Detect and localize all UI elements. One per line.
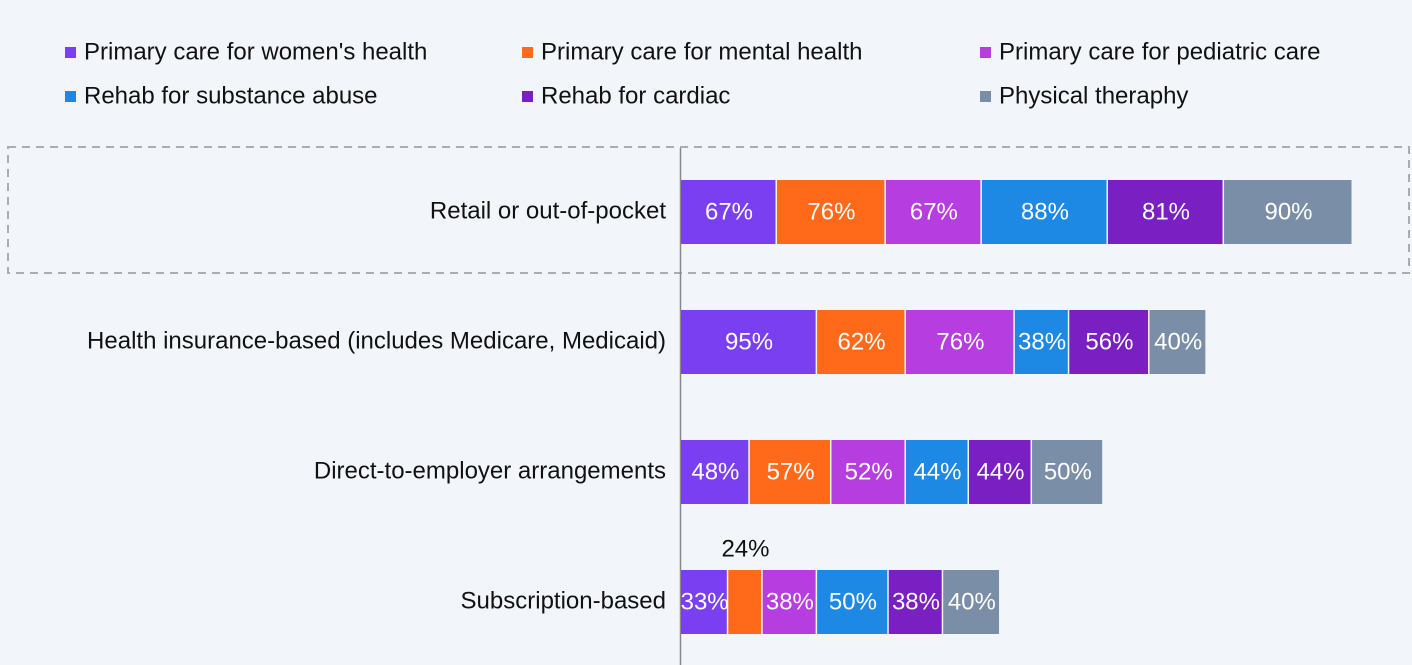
value-label: 50% <box>829 588 877 615</box>
value-label: 76% <box>936 328 984 355</box>
bar-segment <box>1149 310 1206 374</box>
bar-segment <box>969 440 1031 504</box>
bar-segment <box>1069 310 1149 374</box>
value-label: 76% <box>807 198 855 225</box>
legend-label: Rehab for substance abuse <box>84 82 378 109</box>
value-label: 48% <box>691 458 739 485</box>
value-label: 40% <box>1154 328 1202 355</box>
value-label: 67% <box>910 198 958 225</box>
bar-segment <box>885 180 981 244</box>
value-label: 81% <box>1142 198 1190 225</box>
bar-segment <box>777 180 885 244</box>
legend-label: Rehab for cardiac <box>541 82 730 109</box>
value-label: 33% <box>681 588 729 615</box>
bar-segment <box>905 310 1014 374</box>
bar-segment <box>681 180 776 244</box>
category-label: Health insurance-based (includes Medicar… <box>87 327 666 354</box>
value-label: 95% <box>725 328 773 355</box>
bar-segment <box>681 310 816 374</box>
value-label: 40% <box>948 588 996 615</box>
bar-segment <box>1014 310 1068 374</box>
value-label: 52% <box>845 458 893 485</box>
legend-swatch <box>65 91 76 102</box>
value-label: 67% <box>705 198 753 225</box>
bar-segment <box>1032 440 1103 504</box>
bar-segment <box>1107 180 1223 244</box>
category-label: Subscription-based <box>461 587 666 614</box>
legend-swatch <box>980 91 991 102</box>
value-label: 44% <box>913 458 961 485</box>
bar-segment <box>681 570 727 634</box>
bar-segment <box>749 440 830 504</box>
bar-segment <box>981 180 1107 244</box>
value-label: 50% <box>1044 458 1092 485</box>
category-label: Direct-to-employer arrangements <box>314 457 666 484</box>
value-label: 38% <box>1018 328 1066 355</box>
bar-segment <box>943 570 1000 634</box>
value-label: 24% <box>721 535 769 562</box>
bar-segment <box>762 570 816 634</box>
bar-segment <box>905 440 968 504</box>
legend-swatch <box>65 47 76 58</box>
bar-segment <box>817 570 888 634</box>
legend-label: Primary care for women's health <box>84 38 427 65</box>
highlight-box <box>7 146 1410 274</box>
bar-segment <box>681 440 749 504</box>
value-label: 62% <box>838 328 886 355</box>
bar-segment <box>817 310 905 374</box>
legend-swatch <box>522 91 533 102</box>
value-label: 57% <box>767 458 815 485</box>
legend-label: Primary care for mental health <box>541 38 862 65</box>
value-label: 88% <box>1021 198 1069 225</box>
category-label: Retail or out-of-pocket <box>430 197 666 224</box>
legend-swatch <box>522 47 533 58</box>
bar-segment <box>1224 180 1352 244</box>
legend-swatch <box>980 47 991 58</box>
legend-label: Physical theraphy <box>999 82 1188 109</box>
bar-segment <box>728 570 762 634</box>
value-label: 38% <box>892 588 940 615</box>
value-label: 90% <box>1264 198 1312 225</box>
legend-label: Primary care for pediatric care <box>999 38 1320 65</box>
value-label: 44% <box>976 458 1024 485</box>
bar-segment <box>888 570 942 634</box>
value-label: 56% <box>1085 328 1133 355</box>
bar-segment <box>831 440 905 504</box>
value-label: 38% <box>766 588 814 615</box>
